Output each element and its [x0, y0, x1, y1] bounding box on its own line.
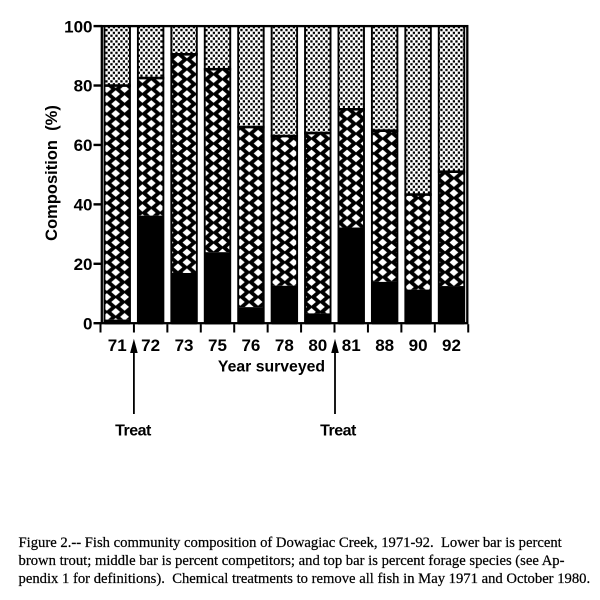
- svg-text:40: 40: [74, 196, 93, 215]
- svg-text:60: 60: [74, 136, 93, 155]
- svg-text:Treat: Treat: [115, 423, 152, 440]
- svg-text:80: 80: [308, 336, 327, 355]
- svg-text:Year surveyed: Year surveyed: [218, 359, 325, 376]
- svg-text:72: 72: [141, 336, 160, 355]
- svg-text:71: 71: [108, 336, 127, 355]
- svg-text:73: 73: [175, 336, 194, 355]
- svg-text:76: 76: [241, 336, 260, 355]
- svg-text:Treat: Treat: [320, 423, 357, 440]
- svg-text:80: 80: [74, 77, 93, 96]
- svg-text:81: 81: [342, 336, 361, 355]
- svg-text:100: 100: [64, 17, 92, 36]
- svg-text:90: 90: [409, 336, 428, 355]
- svg-text:92: 92: [442, 336, 461, 355]
- svg-text:20: 20: [74, 255, 93, 274]
- svg-text:88: 88: [375, 336, 394, 355]
- svg-text:78: 78: [275, 336, 294, 355]
- svg-text:Composition (%): Composition (%): [43, 105, 61, 241]
- svg-text:0: 0: [83, 314, 92, 333]
- svg-text:75: 75: [208, 336, 227, 355]
